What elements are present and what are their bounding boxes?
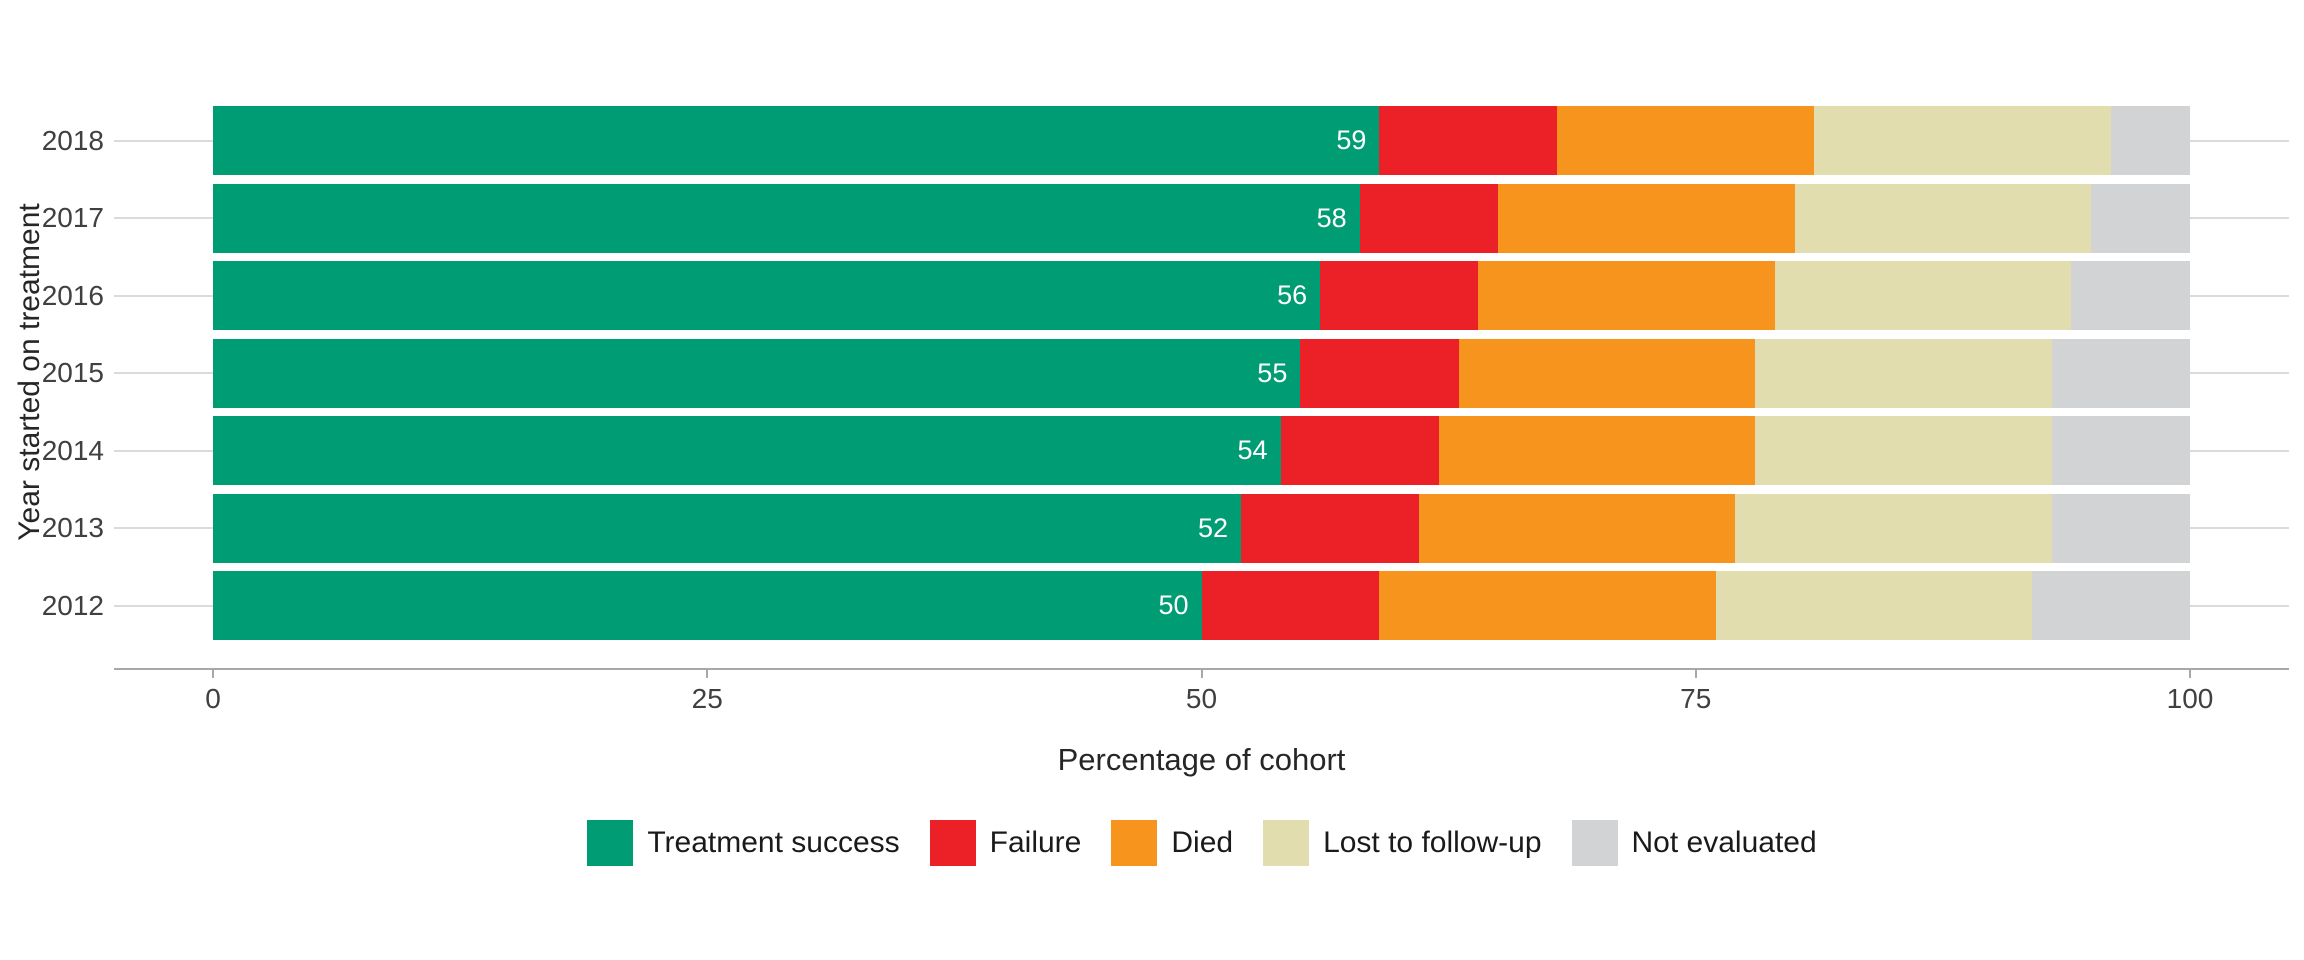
bar-row-2017: 58	[213, 183, 2190, 253]
bar-segment	[2051, 416, 2190, 485]
legend-swatch	[1571, 820, 1618, 866]
legend-label: Not evaluated	[1631, 826, 1817, 859]
bar-segment: 54	[213, 416, 1281, 485]
legend-item: Died	[1111, 820, 1233, 866]
bar-segment	[1201, 571, 1380, 640]
x-tick-label: 50	[1185, 683, 1218, 714]
legend-label: Treatment success	[647, 826, 900, 859]
y-tick-label: 2016	[41, 279, 104, 311]
legend-item: Not evaluated	[1571, 820, 1817, 866]
bar-row-2018: 59	[213, 106, 2190, 175]
bar-segment	[1774, 261, 2072, 330]
x-tick-mark	[1694, 670, 1697, 678]
bar-row-2013: 52	[213, 493, 2190, 563]
bar-segment: 58	[213, 183, 1360, 253]
legend-label: Died	[1171, 826, 1234, 859]
x-tick-mark	[706, 670, 709, 678]
bar-segment	[1438, 416, 1756, 485]
bar-segment	[1755, 338, 2052, 408]
legend: Treatment success Failure Died Lost to foll…	[0, 820, 2304, 866]
legend-item: Failure	[929, 820, 1082, 866]
bar-row-2015: 55	[213, 338, 2190, 408]
x-tick-label: 75	[1680, 683, 1712, 714]
bar-segment: 56	[213, 261, 1321, 330]
y-tick-label: 2013	[41, 512, 104, 543]
bar-segment: 59	[213, 106, 1380, 175]
bar-segment	[1478, 261, 1775, 330]
y-tick-label: 2018	[41, 124, 104, 156]
x-tick-mark	[1200, 670, 1203, 678]
bar-segment: 52	[213, 493, 1242, 563]
bar-value-label: 55	[1257, 357, 1288, 388]
bar-segment	[2051, 338, 2190, 408]
legend-item: Lost to follow-up	[1263, 820, 1542, 866]
bar-row-2016: 56	[213, 261, 2190, 330]
bar-segment: 55	[213, 338, 1301, 408]
bar-segment	[2091, 183, 2190, 253]
bar-row-2014: 54	[213, 416, 2190, 485]
legend-swatch	[587, 820, 634, 866]
legend-label: Failure	[989, 826, 1082, 859]
bar-segment	[1735, 493, 2052, 563]
x-tick-mark	[212, 670, 214, 678]
x-axis-line	[114, 668, 2289, 670]
x-tick-label: 100	[2166, 683, 2214, 714]
x-tick-mark	[2189, 670, 2191, 678]
y-tick-label: 2012	[41, 589, 104, 621]
bar-value-label: 56	[1277, 280, 1308, 310]
bar-segment	[1794, 183, 2092, 253]
bar-segment	[2110, 106, 2190, 175]
bar-value-label: 50	[1158, 590, 1189, 620]
bar-segment	[1557, 106, 1815, 175]
bar-segment	[1814, 106, 2111, 175]
y-axis-title: Year started on treatment	[13, 203, 46, 541]
bar-segment	[1755, 416, 2052, 485]
legend-swatch	[1111, 820, 1158, 866]
y-tick-label: 2017	[41, 202, 104, 233]
legend-swatch	[1263, 820, 1310, 866]
y-tick-label: 2015	[41, 357, 104, 388]
bar-segment	[1458, 338, 1756, 408]
bar-value-label: 54	[1237, 435, 1268, 465]
bar-value-label: 59	[1336, 125, 1367, 155]
bar-segment	[2031, 571, 2190, 640]
x-tick-label: 25	[691, 683, 723, 714]
bar-segment	[1300, 338, 1459, 408]
bar-value-label: 52	[1197, 512, 1229, 543]
bar-segment	[1359, 183, 1499, 253]
bar-segment	[1241, 493, 1419, 563]
x-tick-label: 0	[205, 683, 221, 714]
x-axis-title: Percentage of cohort	[1057, 742, 1346, 777]
bar-segment	[1715, 571, 2032, 640]
bar-segment	[1379, 106, 1558, 175]
bar-value-label: 58	[1316, 202, 1347, 233]
bar-segment	[1379, 571, 1716, 640]
bar-row-2012: 50	[213, 571, 2190, 640]
legend-label: Lost to follow-up	[1323, 826, 1542, 859]
y-tick-label: 2014	[41, 434, 104, 466]
bar-segment	[1418, 493, 1736, 563]
legend-item: Treatment success	[587, 820, 900, 866]
bar-segment	[1320, 261, 1479, 330]
bar-segment	[1498, 183, 1795, 253]
bar-segment	[2051, 493, 2190, 563]
bar-segment: 50	[213, 571, 1202, 640]
legend-swatch	[929, 820, 976, 866]
bar-segment	[2071, 261, 2190, 330]
bar-segment	[1280, 416, 1439, 485]
